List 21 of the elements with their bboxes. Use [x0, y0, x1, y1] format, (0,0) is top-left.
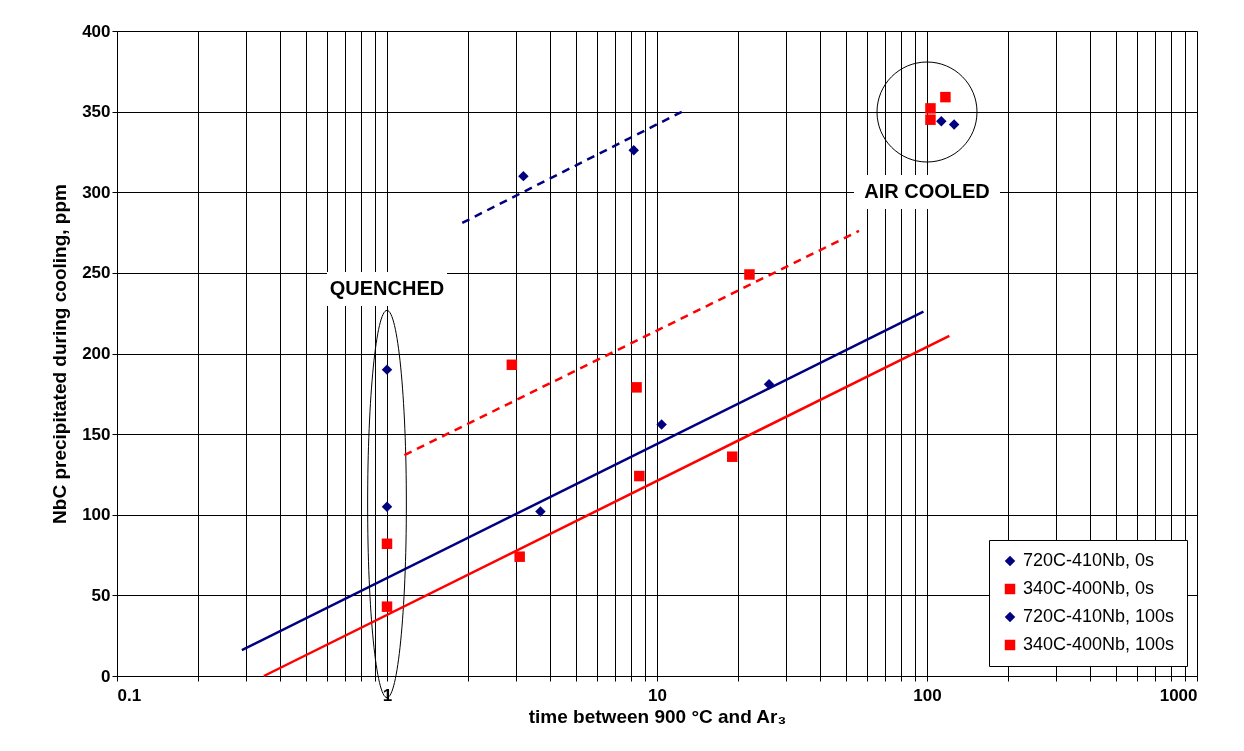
- x-tick-label: 0.1: [117, 685, 142, 705]
- x-tick-label: 10: [648, 685, 667, 705]
- x-tick-label: 100: [913, 685, 942, 705]
- y-tick-label: 0: [101, 666, 111, 686]
- y-tick-label: 300: [82, 182, 111, 202]
- legend-label: 720C-410Nb, 0s: [1023, 550, 1155, 570]
- y-tick-label: 350: [82, 102, 111, 122]
- annotation: AIR COOLED: [864, 180, 990, 202]
- y-tick-label: 100: [82, 505, 111, 525]
- x-axis-title: time between 900 °C and Ar₃: [528, 705, 787, 727]
- x-tick-label: 1000: [1159, 685, 1198, 705]
- y-tick-label: 150: [82, 424, 111, 444]
- y-tick-label: 400: [82, 21, 111, 41]
- legend-label: 720C-410Nb, 100s: [1023, 606, 1175, 626]
- legend-label: 340C-400Nb, 0s: [1023, 578, 1155, 598]
- y-tick-label: 250: [82, 263, 111, 283]
- y-tick-label: 50: [91, 585, 111, 605]
- y-axis-title: NbC precipitated during cooling, ppm: [49, 184, 71, 524]
- annotation: QUENCHED: [329, 277, 445, 299]
- legend-label: 340C-400Nb, 100s: [1023, 634, 1175, 654]
- y-tick-label: 200: [82, 344, 111, 363]
